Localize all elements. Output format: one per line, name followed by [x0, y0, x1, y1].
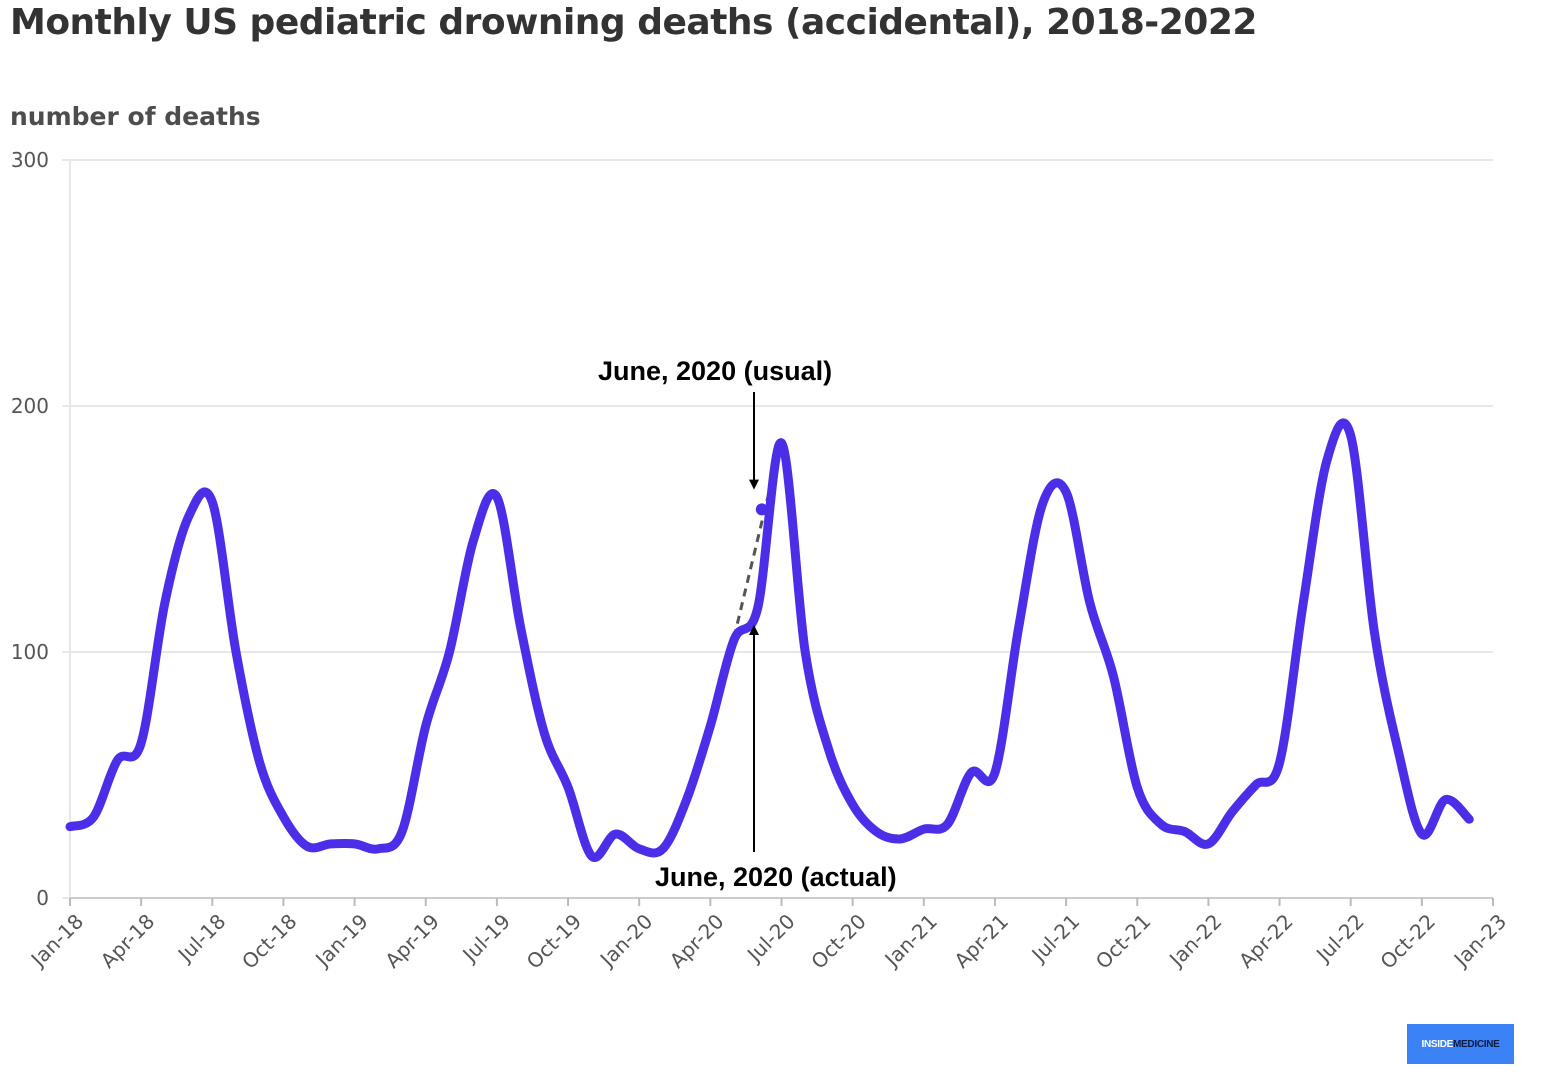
x-tick-label: Jul-18 — [172, 909, 231, 968]
annotation-actual: June, 2020 (actual) — [655, 624, 897, 892]
y-axis-label: number of deaths — [10, 102, 261, 131]
annotation-actual-arrowhead — [749, 624, 759, 635]
x-tick-label: Apr-22 — [1234, 909, 1298, 973]
x-tick-label: Apr-21 — [949, 909, 1013, 973]
x-tick-label: Jan-21 — [879, 909, 942, 972]
x-tick-label: Apr-19 — [380, 909, 444, 973]
annotation-usual: June, 2020 (usual) — [598, 356, 832, 490]
x-tick-label: Oct-22 — [1375, 909, 1440, 974]
x-tick-label: Jan-20 — [594, 909, 657, 972]
annotation-usual-arrowhead — [749, 479, 759, 490]
y-axis-ticks: 0 100 200 300 — [11, 148, 49, 910]
logo-text-medicine: MEDICINE — [1453, 1038, 1500, 1050]
x-tick-label: Jul-19 — [456, 909, 515, 968]
x-tick-label: Jan-19 — [309, 909, 372, 972]
x-tick-label: Oct-20 — [806, 909, 871, 974]
x-tick-label: Jul-21 — [1026, 909, 1085, 968]
usual-value-marker — [755, 503, 768, 516]
x-tick-label: Jan-23 — [1448, 909, 1511, 972]
x-tick-label: Oct-18 — [237, 909, 302, 974]
y-tick-label: 300 — [11, 148, 49, 172]
x-tick-label: Oct-19 — [522, 909, 587, 974]
x-tick-label: Jul-20 — [741, 909, 800, 968]
grid-lines — [62, 159, 1493, 899]
annotation-actual-label: June, 2020 (actual) — [655, 862, 897, 892]
chart-title: Monthly US pediatric drowning deaths (ac… — [10, 2, 1257, 43]
y-tick-label: 100 — [11, 640, 49, 664]
inside-medicine-logo: INSIDE MEDICINE — [1407, 1024, 1514, 1064]
x-tick-label: Apr-18 — [96, 909, 160, 973]
annotation-usual-label: June, 2020 (usual) — [598, 356, 832, 386]
x-tick-label: Jan-22 — [1163, 909, 1226, 972]
x-axis-ticks: Jan-18 Apr-18 Jul-18 Oct-18 Jan-19 Apr-19 Jul-… — [25, 898, 1511, 974]
x-tick-label: Oct-21 — [1091, 909, 1156, 974]
series-line — [65, 418, 1474, 863]
x-tick-label: Jan-18 — [25, 909, 88, 972]
y-tick-label: 200 — [11, 394, 49, 418]
y-tick-label: 0 — [36, 886, 49, 910]
x-tick-label: Apr-20 — [665, 909, 729, 973]
x-tick-label: Jul-22 — [1310, 909, 1369, 968]
logo-text-inside: INSIDE — [1421, 1038, 1454, 1050]
